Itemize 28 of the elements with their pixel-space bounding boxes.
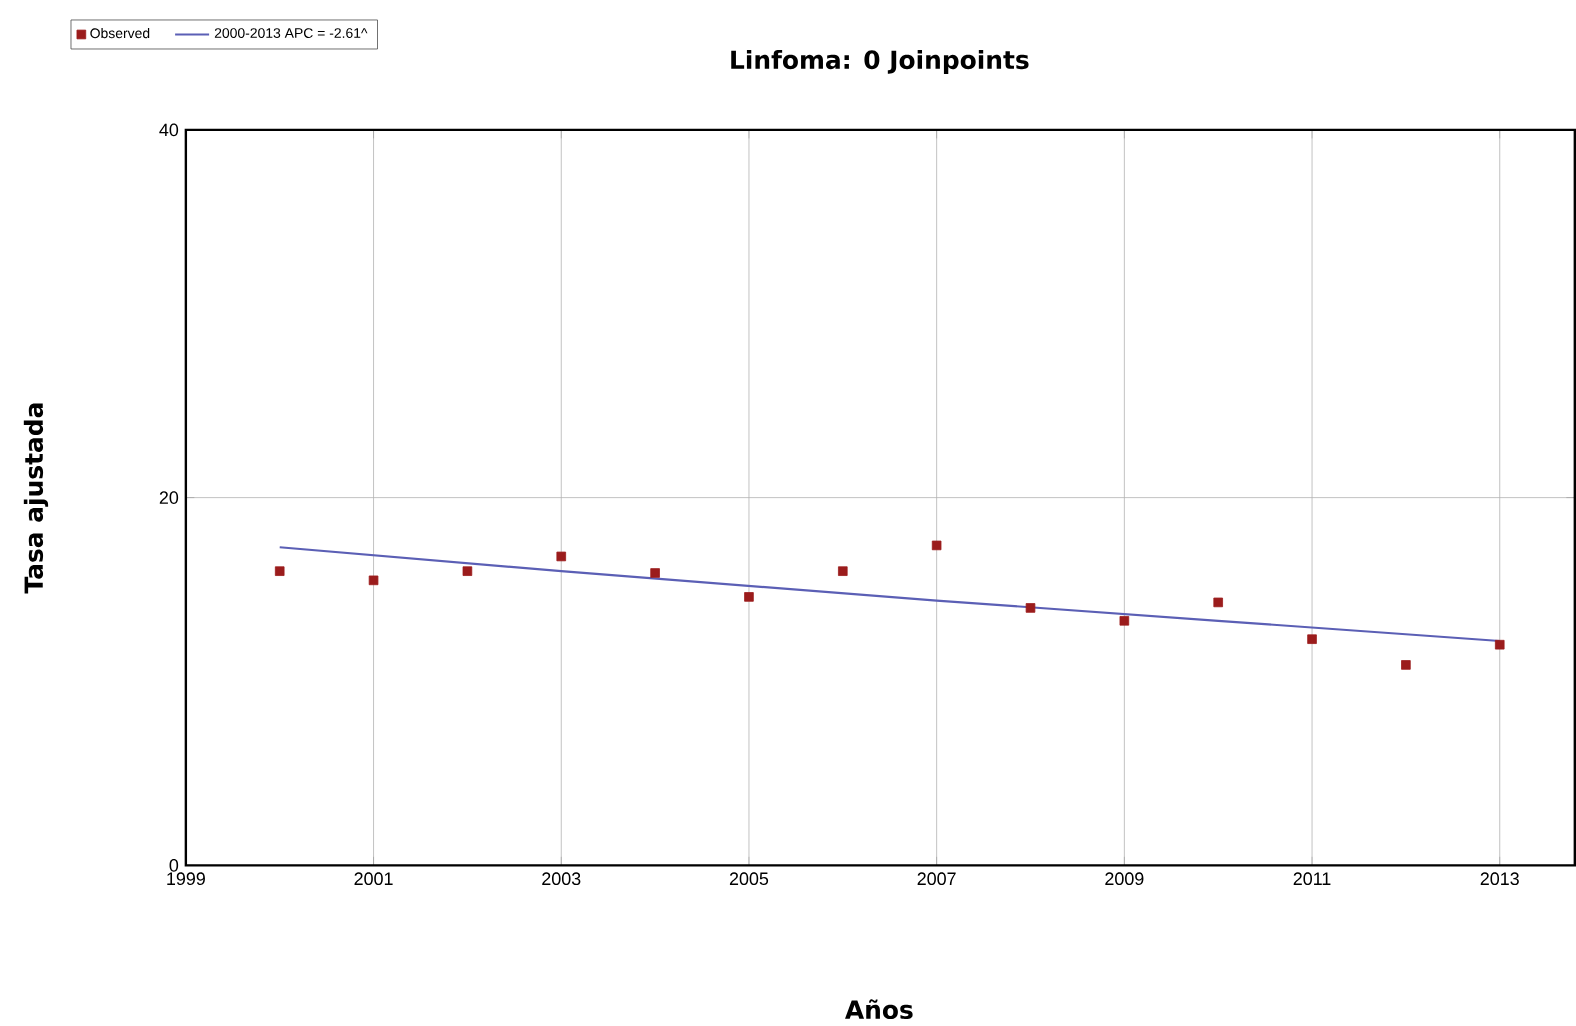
point [1401,660,1411,670]
point [462,566,473,577]
point [1025,603,1036,613]
point [744,592,754,602]
point [1119,616,1130,626]
x-tick-label: 2007 [917,872,956,886]
point [650,568,660,578]
point [274,566,285,577]
x-tick-label: 2005 [729,872,769,886]
point [368,575,379,586]
point [931,540,942,551]
x-tick-label: 2013 [1480,872,1519,886]
x-axis-title: Años [845,999,913,1020]
chart-title: Linfoma: 0 Joinpoints [731,50,1029,75]
y-tick-label: 20 [159,491,179,505]
x-tick-label: 2009 [1105,872,1144,886]
x-tick-label: 2001 [354,872,393,886]
x-tick-label: 1999 [167,872,205,886]
point [1494,640,1505,650]
point [838,566,848,577]
point [1307,634,1317,645]
point [556,551,567,562]
y-axis-title: Tasa ajustada [23,403,49,594]
y-tick-label: 0 [169,859,179,872]
x-tick-label: 2003 [542,872,581,886]
point [1213,597,1223,608]
x-tick-label: 2011 [1293,872,1331,886]
y-tick-label: 40 [159,123,179,137]
